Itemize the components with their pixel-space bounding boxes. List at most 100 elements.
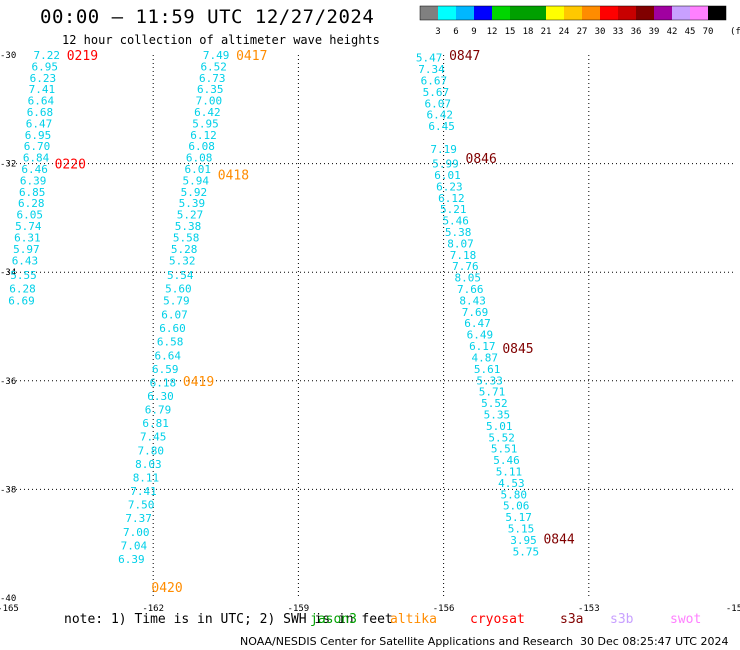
colorbar-swatch xyxy=(546,6,564,20)
colorbar-swatch xyxy=(564,6,582,20)
colorbar-label: 12 xyxy=(487,27,498,37)
legend-item-jason3: jason3 xyxy=(310,612,357,627)
colorbar-label: 70 xyxy=(703,27,714,37)
colorbar-label: 30 xyxy=(595,27,606,37)
colorbar-label: 21 xyxy=(541,27,552,37)
colorbar-swatch xyxy=(618,6,636,20)
time-label: 0847 xyxy=(449,49,480,64)
colorbar-label: 39 xyxy=(649,27,660,37)
wave-height-value: 3.95 xyxy=(510,534,537,547)
wave-height-value: 6.46 xyxy=(21,163,48,176)
wave-height-value: 7.18 xyxy=(450,249,477,262)
wave-height-value: 5.52 xyxy=(481,397,508,410)
wave-height-value: 6.01 xyxy=(434,169,461,182)
wave-height-value: 6.12 xyxy=(438,192,465,205)
track-s3a: 5.477.346.675.676.076.426.45 7.19 5.996.01… xyxy=(416,49,575,558)
wave-height-value: 6.39 xyxy=(118,553,145,566)
wave-height-value: 5.94 xyxy=(183,174,210,187)
wave-height-value: 6.08 xyxy=(188,140,215,153)
wave-height-value: 5.38 xyxy=(445,226,472,239)
wave-height-value: 7.41 xyxy=(130,485,157,498)
wave-height-value: 6.42 xyxy=(194,106,221,119)
wave-height-value: 4.87 xyxy=(471,351,498,364)
wave-height-value: 8.43 xyxy=(459,294,486,307)
y-tick-label: -38 xyxy=(0,485,16,495)
wave-height-value: 5.51 xyxy=(491,443,518,456)
wave-height-value: 7.04 xyxy=(121,539,148,552)
colorbar-swatch xyxy=(510,6,528,20)
colorbar-swatch xyxy=(528,6,546,20)
wave-height-value: 6.18 xyxy=(150,376,177,389)
wave-height-value: 7.22 xyxy=(33,49,60,62)
wave-height-value: 4.53 xyxy=(498,477,525,490)
wave-height-value: 7.41 xyxy=(29,83,56,96)
colorbar-label: 27 xyxy=(577,27,588,37)
wave-height-value: 7.76 xyxy=(452,260,479,273)
wave-height-value: 6.07 xyxy=(425,97,452,110)
footer-timestamp: 30 Dec 08:25:47 UTC 2024 xyxy=(580,635,729,648)
wave-height-value: 6.64 xyxy=(154,349,181,362)
wave-height-value: 6.68 xyxy=(27,106,54,119)
wave-height-value: 7.45 xyxy=(140,431,167,444)
time-label: 0844 xyxy=(543,532,574,547)
wave-height-value: 6.64 xyxy=(28,95,55,108)
time-label: 0845 xyxy=(502,342,533,357)
colorbar-unit: (ft) xyxy=(730,27,740,37)
y-tick-label: -36 xyxy=(0,377,16,387)
x-tick-label: -165 xyxy=(0,604,19,614)
wave-height-value: 5.39 xyxy=(179,197,206,210)
wave-height-map: -165 -162 -159 -156 -153 -15 -30 -32 -34 -36 -38 -4… xyxy=(0,49,740,614)
colorbar-swatch xyxy=(420,6,438,20)
wave-height-value: 6.39 xyxy=(20,174,47,187)
colorbar-label: 6 xyxy=(453,27,458,37)
wave-height-value: 5.97 xyxy=(13,243,40,256)
colorbar-label: 3 xyxy=(435,27,440,37)
wave-height-value: 8.05 xyxy=(455,272,482,285)
wave-height-value: 6.59 xyxy=(152,363,179,376)
wave-height-value: 6.05 xyxy=(17,209,44,222)
wave-height-value: 5.67 xyxy=(423,86,450,99)
wave-height-value: 5.35 xyxy=(484,408,511,421)
colorbar-swatch xyxy=(654,6,672,20)
x-tick-label: -159 xyxy=(288,604,310,614)
wave-height-value: 5.71 xyxy=(479,386,506,399)
wave-height-value: 5.60 xyxy=(165,282,192,295)
colorbar-swatch xyxy=(492,6,510,20)
wave-height-value: 8.11 xyxy=(133,471,160,484)
colorbar-frame xyxy=(419,5,727,21)
page-title: 00:00 – 11:59 UTC 12/27/2024 xyxy=(40,6,375,28)
wave-height-value: 7.34 xyxy=(418,63,445,76)
wave-height-value: 5.01 xyxy=(486,420,513,433)
wave-height-value: 6.17 xyxy=(469,340,496,353)
wave-height-value: 6.28 xyxy=(9,282,36,295)
wave-height-value: 6.30 xyxy=(147,390,174,403)
colorbar-label: 15 xyxy=(505,27,516,37)
colorbar-swatch xyxy=(600,6,618,20)
wave-height-value: 5.61 xyxy=(474,363,501,376)
wave-height-value: 7.66 xyxy=(457,283,484,296)
wave-height-value: 6.67 xyxy=(421,75,448,88)
wave-height-value: 6.07 xyxy=(161,309,188,322)
wave-height-value: 6.95 xyxy=(25,129,52,142)
wave-height-value: 7.19 xyxy=(430,143,457,156)
wave-height-value: 6.12 xyxy=(190,129,217,142)
wave-height-value: 5.74 xyxy=(15,220,42,233)
time-label: 0418 xyxy=(218,168,249,183)
wave-height-value: 5.27 xyxy=(177,209,204,222)
track-altika: 7.496.526.736.357.006.425.956.126.086.08… xyxy=(118,49,267,596)
footer-note: note: 1) Time is in UTC; 2) SWH is in fe… xyxy=(64,612,393,627)
wave-height-value: 6.60 xyxy=(159,322,186,335)
wave-height-value: 7.69 xyxy=(462,306,489,319)
wave-height-value: 6.28 xyxy=(18,197,45,210)
wave-height-value: 5.75 xyxy=(513,545,540,558)
colorbar-swatch xyxy=(672,6,690,20)
wave-height-value: 6.23 xyxy=(436,180,463,193)
wave-height-value: 5.55 xyxy=(10,269,37,282)
wave-height-value: 7.00 xyxy=(196,95,223,108)
time-label: 0220 xyxy=(55,158,86,173)
wave-height-value: 7.37 xyxy=(125,512,152,525)
wave-height-value: 6.08 xyxy=(186,152,213,165)
wave-height-value: 6.84 xyxy=(23,152,50,165)
wave-height-value: 5.11 xyxy=(496,465,523,478)
